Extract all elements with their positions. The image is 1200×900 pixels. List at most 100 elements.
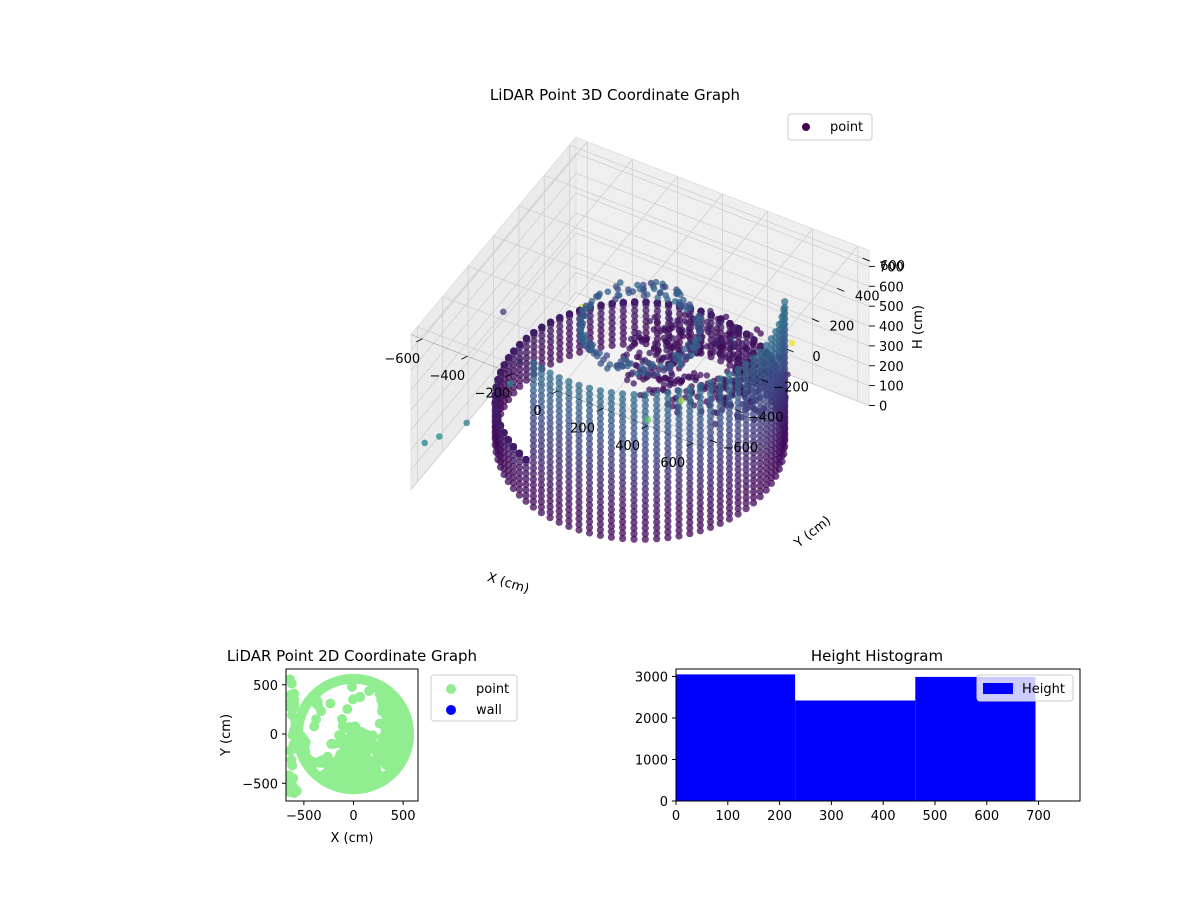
chart-3d-point xyxy=(686,435,694,443)
chart-3d-point xyxy=(742,410,750,418)
chart-3d-point xyxy=(575,398,583,406)
chart-3d-point xyxy=(749,410,758,418)
chart-3d-point xyxy=(504,436,512,444)
chart-3d-point xyxy=(522,481,530,489)
chart-3d-point xyxy=(725,420,734,428)
chart-3d-point xyxy=(742,416,750,424)
chart-3d-point xyxy=(734,410,742,418)
chart-3d-point xyxy=(653,390,661,398)
chart-3d-point xyxy=(642,298,650,306)
chart-3d-point xyxy=(641,446,649,454)
chart-3d-point xyxy=(641,407,649,415)
chart-3d-point xyxy=(734,415,742,424)
chart-3d-point xyxy=(529,436,538,444)
chart-3d-point xyxy=(565,467,573,475)
chart-3d-point xyxy=(730,351,737,358)
chart-3d-point xyxy=(696,482,704,490)
chart-3d-point xyxy=(653,396,661,404)
chart-3d-point xyxy=(619,523,627,532)
chart-3d-point xyxy=(607,444,616,452)
chart-3d-point xyxy=(556,322,564,330)
chart-3d-point xyxy=(537,392,546,400)
chart-3d-point xyxy=(749,376,758,385)
chart-3d-point xyxy=(641,474,649,482)
chart-3d-ztick-label: 600 xyxy=(879,280,904,295)
chart-3d-point xyxy=(725,431,734,440)
chart-3d-xtick xyxy=(551,390,558,395)
chart-3d-point xyxy=(696,454,704,463)
chart-3d-point xyxy=(630,463,638,471)
chart-3d-point xyxy=(630,446,638,454)
chart-3d-point xyxy=(716,519,724,528)
chart-3d-point xyxy=(556,333,564,341)
chart-3d-point xyxy=(706,401,715,409)
chart-histogram-xtick-label: 400 xyxy=(871,809,896,824)
chart-3d-point xyxy=(725,415,734,423)
chart-3d-point xyxy=(756,354,764,362)
chart-3d-point xyxy=(674,317,681,324)
chart-3d-point xyxy=(676,310,684,318)
chart-3d-xtick-label: −400 xyxy=(429,369,465,384)
chart-3d-point xyxy=(675,476,683,484)
chart-3d-point xyxy=(585,484,594,493)
chart-3d-point xyxy=(756,470,764,479)
chart-3d-point xyxy=(756,409,764,417)
chart-3d-point xyxy=(515,474,524,482)
chart-3d-ytick-label: 200 xyxy=(829,320,854,335)
chart-histogram-title: Height Histogram xyxy=(811,647,943,665)
chart-3d-point xyxy=(706,462,715,470)
chart-3d-point xyxy=(738,340,745,347)
chart-3d-xtick xyxy=(416,338,423,343)
chart-3d-point xyxy=(716,453,724,461)
chart-2d-frame xyxy=(285,668,419,802)
chart-3d-point xyxy=(742,388,750,396)
chart-3d-point xyxy=(555,479,563,487)
chart-3d-point xyxy=(555,385,563,393)
chart-2d-ytick-label: −500 xyxy=(242,777,278,792)
chart-3d-point xyxy=(653,507,661,515)
chart-3d-point xyxy=(664,395,672,403)
chart-3d-point xyxy=(725,454,734,462)
chart-3d-point xyxy=(721,351,728,359)
chart-3d-point xyxy=(630,435,638,443)
chart-3d-point xyxy=(537,486,546,494)
chart-3d-point xyxy=(496,421,505,429)
chart-3d-xtick-label: 0 xyxy=(533,404,541,419)
chart-3d-point xyxy=(630,413,638,421)
chart-3d-point xyxy=(675,448,683,457)
chart-3d-point xyxy=(585,418,594,426)
chart-3d-point xyxy=(682,353,690,361)
chart-3d-point xyxy=(756,454,764,462)
chart-3d-point xyxy=(652,278,660,286)
chart-2d-point xyxy=(399,740,410,751)
chart-3d-point xyxy=(537,364,546,372)
chart-3d-point xyxy=(597,337,605,346)
chart-3d-point xyxy=(646,386,653,393)
chart-3d-point xyxy=(725,509,734,517)
chart-3d-point xyxy=(762,419,770,427)
chart-2d-point xyxy=(290,714,301,725)
chart-3d-point xyxy=(522,371,531,379)
chart-2d-point xyxy=(311,688,322,699)
chart-3d-point xyxy=(529,392,538,400)
chart-3d-point xyxy=(586,329,594,337)
chart-3d-point xyxy=(716,475,724,483)
chart-3d-point xyxy=(529,431,538,439)
chart-3d-point xyxy=(756,393,764,401)
chart-3d-point xyxy=(630,496,638,504)
chart-2d-legend-label-point: point xyxy=(476,682,509,697)
chart-3d-xtick-label: 600 xyxy=(660,456,685,471)
chart-3d-point xyxy=(607,450,616,458)
chart-2d-point xyxy=(355,692,366,702)
chart-3d-point xyxy=(653,407,661,415)
chart-3d-point xyxy=(686,424,694,432)
chart-3d-point xyxy=(756,365,764,373)
chart-3d-point xyxy=(509,462,517,470)
chart-3d-point xyxy=(619,479,627,487)
chart-3d-point xyxy=(607,522,616,530)
chart-3d-point xyxy=(538,337,546,345)
chart-3d-point xyxy=(653,501,661,509)
chart-3d-point xyxy=(630,457,638,465)
chart-2d-point xyxy=(349,751,360,762)
chart-3d-point xyxy=(718,343,725,351)
